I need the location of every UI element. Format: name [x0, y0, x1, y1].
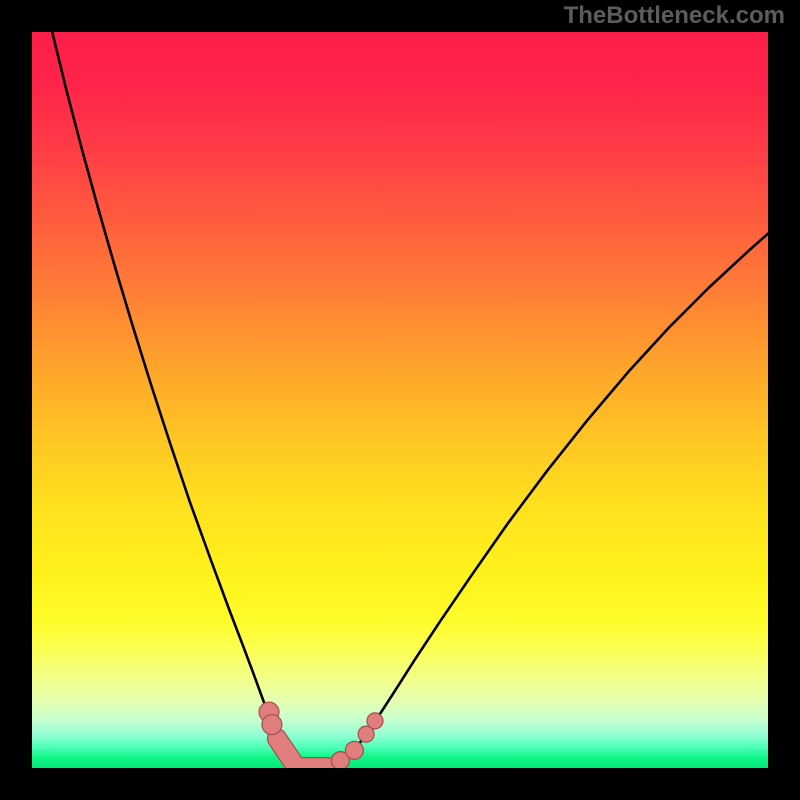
watermark-text: TheBottleneck.com	[564, 2, 785, 29]
marker-dot	[262, 715, 282, 735]
marker-dot	[367, 713, 383, 729]
marker-dot	[345, 741, 363, 759]
bottleneck-chart: TheBottleneck.com	[0, 0, 800, 800]
plot-background	[32, 32, 768, 768]
